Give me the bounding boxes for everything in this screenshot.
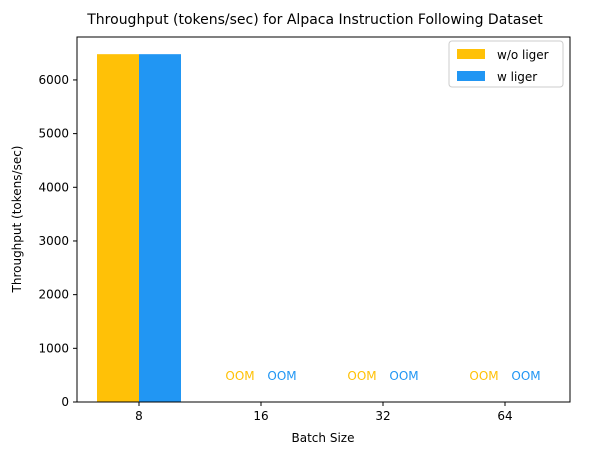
x-tick-label-8: 8 [135, 409, 143, 423]
x-tick-label-32: 32 [375, 409, 390, 423]
y-tick-label-5000: 5000 [38, 127, 69, 141]
x-axis: 8 16 32 64 [135, 402, 513, 423]
legend-label-without-liger: w/o liger [497, 48, 549, 62]
legend: w/o liger w liger [448, 40, 564, 88]
legend-swatch-with-liger [457, 71, 485, 81]
oom-label-with-liger-64: OOM [511, 369, 540, 383]
y-tick-label-4000: 4000 [38, 180, 69, 194]
y-tick-label-0: 0 [61, 395, 69, 409]
y-axis: 0 1000 2000 3000 4000 5000 6000 [38, 73, 77, 409]
legend-swatch-without-liger [457, 49, 485, 59]
x-tick-label-64: 64 [497, 409, 512, 423]
y-tick-label-6000: 6000 [38, 73, 69, 87]
plot-frame [76, 36, 571, 403]
oom-label-without-liger-64: OOM [469, 369, 498, 383]
y-axis-label: Throughput (tokens/sec) [10, 146, 24, 294]
oom-label-without-liger-16: OOM [225, 369, 254, 383]
y-tick-label-2000: 2000 [38, 288, 69, 302]
legend-label-with-liger: w liger [497, 70, 537, 84]
y-tick-label-1000: 1000 [38, 341, 69, 355]
plot-area: OOM OOM OOM OOM OOM OOM [97, 54, 541, 402]
oom-label-with-liger-32: OOM [389, 369, 418, 383]
chart-title: Throughput (tokens/sec) for Alpaca Instr… [86, 12, 543, 28]
bar-with-liger-8 [139, 54, 181, 402]
oom-label-without-liger-32: OOM [347, 369, 376, 383]
x-axis-label: Batch Size [292, 431, 355, 445]
bar-without-liger-8 [97, 54, 139, 402]
x-tick-label-16: 16 [253, 409, 268, 423]
oom-label-with-liger-16: OOM [267, 369, 296, 383]
y-tick-label-3000: 3000 [38, 234, 69, 248]
